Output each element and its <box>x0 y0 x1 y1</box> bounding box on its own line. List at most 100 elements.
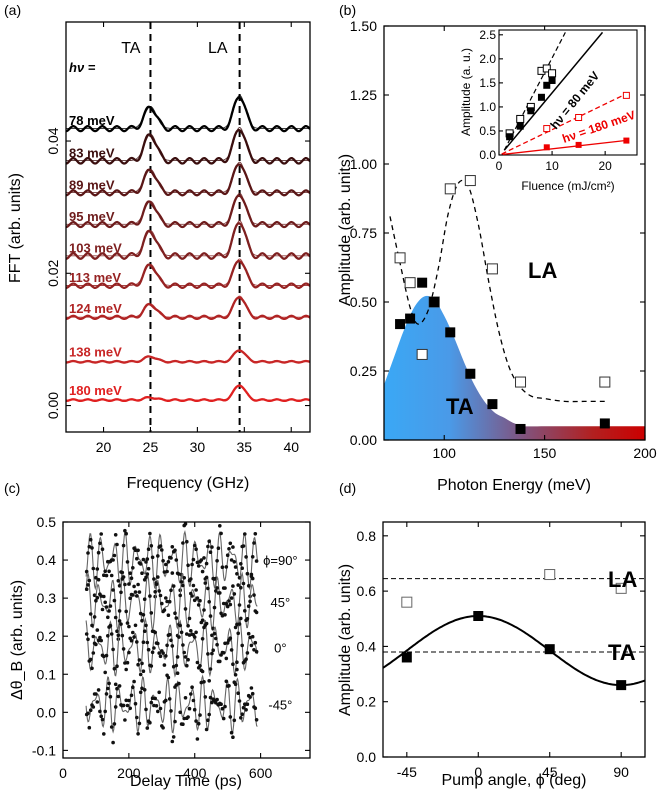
la-data-point <box>401 596 413 608</box>
la-data-point <box>444 183 456 195</box>
delay-data-point <box>120 570 125 575</box>
delay-data-point <box>121 543 126 548</box>
panel-b-ytick-label: 0.00 <box>350 432 377 448</box>
delay-data-point <box>158 706 163 711</box>
panel-a-fft-chart: 78 meV 83 meV 89 meV 95 meV 103 meV 113 meV 12… <box>7 21 311 492</box>
panel-a-ytick-label: 0.02 <box>45 259 61 286</box>
delay-data-point <box>135 640 139 644</box>
delay-data-point <box>253 706 258 710</box>
delay-data-point <box>117 584 122 588</box>
panel-d-frame <box>382 521 646 758</box>
delay-data-point <box>104 653 109 658</box>
delay-data-point <box>141 669 146 673</box>
panel-a-letter: (a) <box>4 2 21 18</box>
delay-data-point <box>132 679 136 684</box>
delay-fit-line <box>85 571 258 632</box>
inset-xlabel: Fluence (mJ/cm²) <box>521 179 614 193</box>
delay-data-point <box>133 548 138 552</box>
delay-fit-line <box>85 529 258 591</box>
delay-data-point <box>106 634 110 638</box>
delay-data-point <box>250 691 255 696</box>
delay-data-point <box>181 643 185 647</box>
delay-data-point <box>86 637 90 642</box>
delay-data-point <box>102 594 106 599</box>
delay-data-point <box>187 616 192 621</box>
delay-data-point <box>145 726 150 730</box>
delay-data-point <box>248 695 252 699</box>
delay-data-point <box>152 703 156 708</box>
inset-xtick-label: 0 <box>496 159 503 173</box>
delay-data-point <box>150 650 155 655</box>
delay-data-point <box>252 541 256 545</box>
ta-data-point <box>544 644 555 655</box>
panel-c-xtick-label: 600 <box>249 765 273 781</box>
delay-data-point <box>113 533 118 537</box>
inset-open-80-point <box>516 114 525 123</box>
delay-data-point <box>228 541 233 546</box>
inset-ytick-label: 1.0 <box>479 100 496 114</box>
hnu-label: hν = <box>69 60 96 75</box>
ta-data-point <box>429 297 440 307</box>
trace-angle-label: 45° <box>271 595 291 610</box>
delay-data-point <box>171 735 176 739</box>
delay-data-point <box>125 560 130 564</box>
delay-data-point <box>129 576 134 580</box>
delay-data-point <box>135 556 139 561</box>
delay-data-point <box>210 545 214 549</box>
delay-data-point <box>167 632 172 637</box>
fft-trace <box>66 128 310 165</box>
delay-data-point <box>91 566 96 571</box>
delay-data-point <box>177 572 181 576</box>
delay-data-point <box>218 524 222 528</box>
ta-data-point <box>599 418 610 429</box>
delay-data-point <box>128 706 132 711</box>
delay-data-point <box>203 581 208 585</box>
delay-data-point <box>121 703 126 708</box>
inset-ytick-label: 1.5 <box>479 76 496 90</box>
la-data-point <box>404 277 416 289</box>
delay-data-point <box>189 692 193 696</box>
delay-data-point <box>149 664 154 668</box>
delay-data-point <box>228 602 233 607</box>
delay-data-point <box>232 592 237 596</box>
delay-data-point <box>166 675 171 680</box>
delay-data-point <box>212 631 217 636</box>
panel-a-ytick-label: 0.00 <box>45 392 61 419</box>
delay-data-point <box>127 582 131 586</box>
delay-data-point <box>246 604 251 608</box>
delay-data-point <box>200 669 205 674</box>
delay-data-point <box>169 709 173 713</box>
delay-data-point <box>99 714 103 719</box>
panel-d-pump-angle-chart: LA TA -45 0 45 90 0.0 0.2 0.4 0.6 0.8 Pump angle, ϕ… <box>337 521 646 789</box>
delay-data-point <box>91 705 96 709</box>
delay-data-point <box>165 569 169 574</box>
la-data-point <box>416 348 428 360</box>
delay-fit-line <box>85 674 258 736</box>
delay-data-point <box>154 704 159 708</box>
panel-c-xtick-label: 200 <box>117 765 141 781</box>
delay-data-point <box>182 716 186 721</box>
delay-data-point <box>195 660 200 665</box>
delay-data-point <box>144 575 148 580</box>
delay-data-point <box>182 576 186 580</box>
delay-data-point <box>181 541 185 545</box>
delay-data-point <box>91 651 96 655</box>
delay-data-point <box>204 561 209 566</box>
delay-data-point <box>173 719 177 724</box>
panel-b-xtick-label: 100 <box>433 445 457 461</box>
delay-data-point <box>119 622 123 626</box>
delay-data-point <box>112 598 117 603</box>
panel-b-xtick-label: 200 <box>633 445 657 461</box>
trace-angle-label: ϕ=90° <box>263 553 298 568</box>
fft-series-label: 78 meV <box>69 113 115 128</box>
delay-data-point <box>225 553 230 557</box>
delay-data-point <box>86 583 90 587</box>
delay-data-point <box>206 544 210 549</box>
delay-data-point <box>86 551 90 555</box>
delay-data-point <box>132 584 136 589</box>
delay-data-point <box>245 702 250 706</box>
delay-data-point <box>102 573 106 577</box>
delay-data-point <box>102 732 106 736</box>
inset-open-180-point <box>575 114 583 121</box>
